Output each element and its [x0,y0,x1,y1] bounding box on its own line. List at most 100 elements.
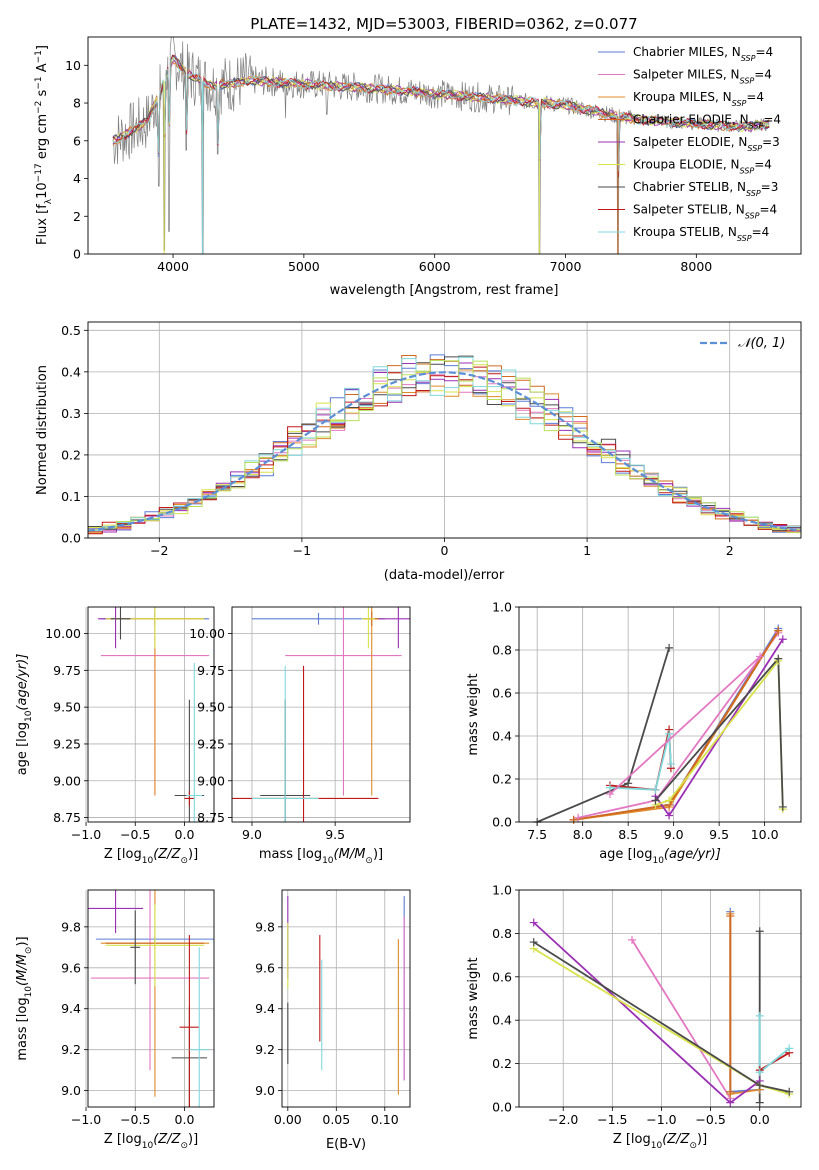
series-point [755,1068,764,1077]
series-point [778,802,787,811]
x-tick-label: −2 [150,543,168,558]
series-point [665,729,674,738]
histogram-step [88,373,801,531]
x-tick-label: 1 [583,543,591,558]
y-tick-label: 9.6 [255,960,275,975]
x-axis-label: Z [log10(Z/Z⊙)] [104,847,198,866]
series-point [569,815,578,824]
series-point [756,652,765,661]
y-tick-label: 1.0 [492,883,512,898]
y-tick-label: 9.4 [255,1001,275,1016]
y-tick-label: 8.75 [197,810,225,825]
series-point [778,635,787,644]
y-tick-label: 9.0 [61,1083,81,1098]
axes-frame [87,36,802,255]
x-axis-label-part: Z [log [104,847,142,862]
y-axis-label-part: −17 [34,163,44,182]
axes-frame [518,889,802,1108]
x-axis-label-part: (Z/Z [662,1132,690,1147]
y-tick-label: 0.5 [61,323,81,338]
series-line [536,647,670,822]
y-tick-label: 9.25 [197,736,225,751]
y-axis-label-part: −2 [34,101,44,114]
x-axis-label-part: )] [188,847,198,862]
y-tick-label: 8.75 [53,810,81,825]
x-axis-label-part: age [log [599,847,652,862]
series-point [651,785,660,794]
x-tick-label: 9.5 [325,827,345,842]
x-tick-label: 6000 [419,259,451,274]
series-point [665,796,674,805]
panel-spectrum: 4000 5000 6000 7000 8000 0 2 4 6 8 10 Chabrier MILE… [34,36,802,298]
y-axis-label-part: −1 [34,76,44,89]
y-axis-label: mass weight [466,673,481,755]
y-tick-label: 0.2 [61,447,81,462]
y-axis-label: Normed distribution [35,365,50,495]
x-axis-label-part: 10 [142,1141,154,1151]
series-point [755,1011,764,1020]
legend-label: Chabrier MILES, N [633,45,741,59]
y-tick-label: 9.2 [61,1042,81,1057]
y-axis-label-part: (M/M [15,954,30,986]
panel-weight_age: 7.5 8.0 8.5 9.0 9.5 10.0 0.0 0.2 0.4 0.6 0.8 1.0 age… [466,600,802,866]
y-axis-label-part: mass [log [15,997,30,1060]
x-tick-label: −1 [293,543,311,558]
series-point [774,654,783,663]
plot-area [112,37,770,254]
series-point [774,626,783,635]
x-tick-label: −1.0 [71,827,101,842]
y-tick-label: 0.1 [61,489,81,504]
y-tick-label: 0 [73,247,81,262]
y-axis-label: mass [log10(M/M⊙)] [15,936,34,1060]
x-tick-label: 0.10 [371,1112,399,1127]
series-line [609,655,761,795]
legend-n: =4 [746,90,764,104]
series-point [755,927,764,936]
series-point [624,779,633,788]
plot-area [88,354,801,535]
y-axis-label-part: A [35,63,50,76]
x-tick-label: 5000 [288,259,320,274]
y-tick-label: 0.3 [61,406,81,421]
y-axis-label-part: erg cm [35,114,50,163]
y-axis-label-part: λ [44,198,54,204]
x-axis-label-part: mass [log [259,847,322,862]
x-tick-label: 8000 [680,259,712,274]
y-tick-label: 4 [73,171,81,186]
series-line [729,911,760,1093]
plot-area [536,628,784,822]
y-axis-label-part: (age/yr)] [15,654,30,711]
series-point [574,813,583,822]
y-tick-label: 10.00 [45,626,81,641]
legend-label: Salpeter ELODIE, N [633,135,747,149]
x-axis-label: Z [log10(Z/Z⊙)] [613,1132,707,1151]
y-tick-label: 0.6 [492,686,512,701]
y-tick-label: 0.6 [492,969,512,984]
series-point [627,935,636,944]
histogram-step [88,366,801,535]
panel-mass_Z: −1.0 −0.5 0.09.09.29.49.69.8Z [log10(Z/Z⊙)… [15,889,215,1151]
plot-area [97,607,210,822]
x-tick-label: 2 [726,543,734,558]
panel-residuals: −2 −1 0 1 2 0.0 0.1 0.2 0.3 0.4 0.5 𝒩(0, 1) (data-mo… [35,321,802,583]
x-axis-label-part: (age/yr)] [664,847,721,862]
x-axis-label-part: )] [697,1132,707,1147]
x-tick-label: 7.5 [527,827,547,842]
x-axis-label-part: 10 [142,856,154,866]
y-tick-label: 9.00 [197,773,225,788]
panel-weight_Z: −2.0 −1.5 −1.0 −0.5 0.0 0.0 0.2 0.4 0.6 0.8 1.0 Z [… [466,883,802,1151]
y-tick-label: 0.0 [492,815,512,830]
x-axis-label: Z [log10(Z/Z⊙)] [104,1132,198,1151]
y-tick-label: 0.2 [492,772,512,787]
axes-frame [87,321,802,539]
series-point [665,811,674,820]
x-axis-label-part: ⊙ [689,1141,697,1151]
panel-age_Z: −1.0 −0.5 0.0 8.75 9.00 9.25 9.50 9.75 10.00 Z [l… [15,606,215,866]
y-axis-label: Flux [fλ10−17 erg cm−2 s−1 A−1] [34,45,54,245]
x-axis-label-part: (M/M [334,847,366,862]
x-tick-label: 0.0 [750,1112,770,1127]
legend-entry: Chabrier ELODIE, NSSP=4 [633,113,781,131]
series-point [726,1087,735,1096]
y-tick-label: 10 [65,58,81,73]
